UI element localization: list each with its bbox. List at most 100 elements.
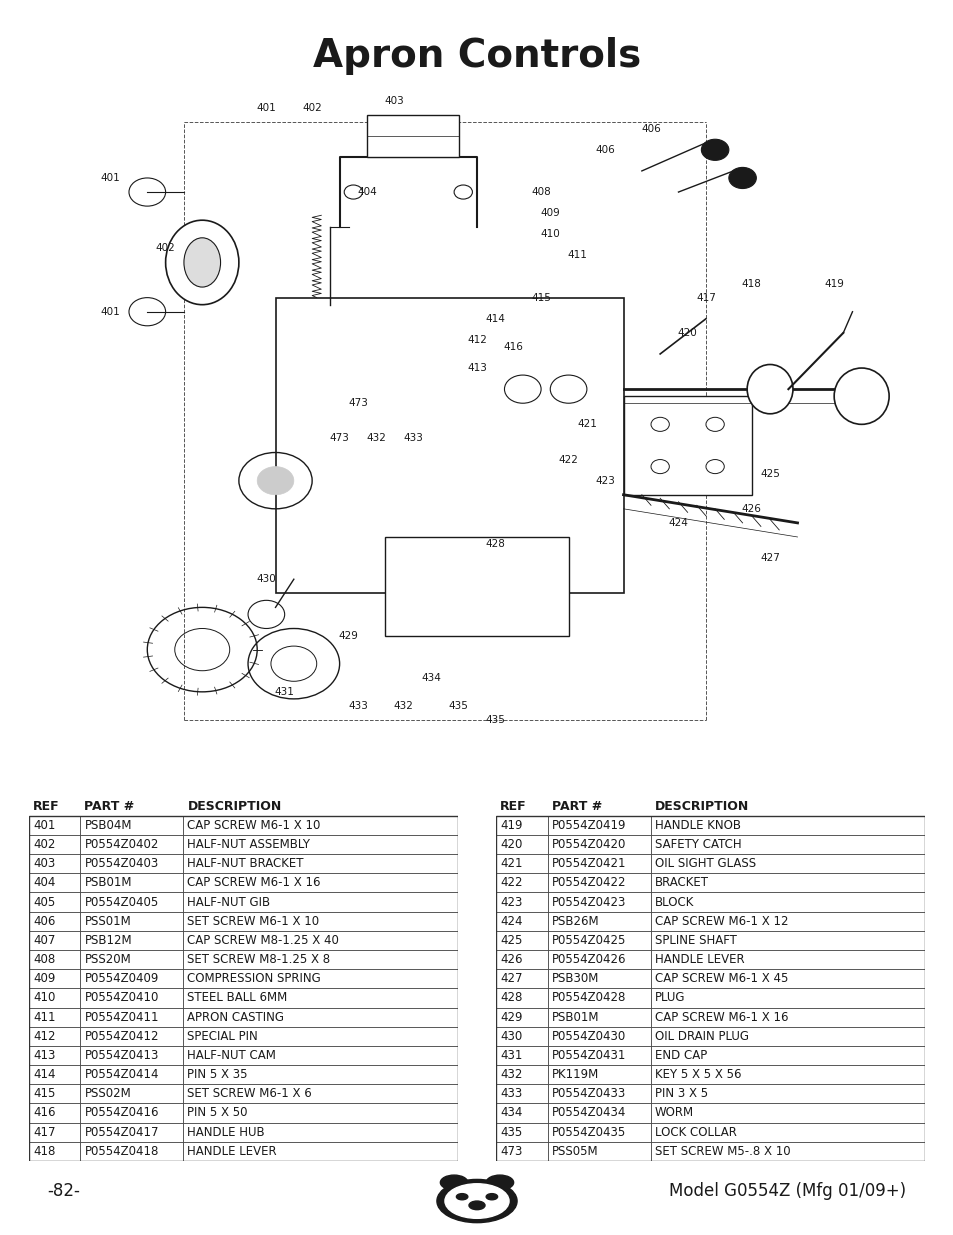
Bar	[29, 835, 80, 855]
Text: P0554Z0409: P0554Z0409	[84, 972, 158, 986]
Bar	[496, 1046, 547, 1065]
Text: 473: 473	[348, 398, 368, 409]
Bar	[29, 931, 80, 950]
Bar	[29, 1084, 80, 1103]
Text: P0554Z0410: P0554Z0410	[84, 992, 158, 1004]
Text: P0554Z0413: P0554Z0413	[84, 1049, 158, 1062]
Bar	[183, 816, 457, 835]
Text: HALF-NUT CAM: HALF-NUT CAM	[187, 1049, 276, 1062]
Text: 419: 419	[499, 819, 522, 832]
Bar	[547, 1065, 650, 1084]
Bar	[496, 950, 547, 969]
Text: COMPRESSION SPRING: COMPRESSION SPRING	[187, 972, 321, 986]
Bar	[275, 298, 623, 593]
Bar	[496, 969, 547, 988]
Bar	[29, 1065, 80, 1084]
Bar	[29, 1141, 80, 1161]
Text: 401: 401	[101, 173, 120, 183]
Text: 413: 413	[467, 363, 486, 373]
Circle shape	[444, 1183, 509, 1218]
Text: LOCK COLLAR: LOCK COLLAR	[654, 1125, 736, 1139]
Bar	[650, 988, 924, 1008]
Text: 435: 435	[448, 701, 468, 711]
Text: 418: 418	[741, 279, 760, 289]
Bar	[80, 855, 183, 873]
Bar	[80, 1141, 183, 1161]
Bar	[547, 988, 650, 1008]
Bar	[183, 988, 457, 1008]
Text: 410: 410	[32, 992, 55, 1004]
Text: BLOCK: BLOCK	[654, 895, 694, 909]
Text: P0554Z0416: P0554Z0416	[84, 1107, 159, 1119]
Bar	[650, 931, 924, 950]
Bar	[367, 115, 458, 157]
Text: HALF-NUT BRACKET: HALF-NUT BRACKET	[187, 857, 304, 871]
Bar	[80, 873, 183, 893]
Text: PIN 5 X 50: PIN 5 X 50	[187, 1107, 248, 1119]
Bar	[80, 1065, 183, 1084]
Text: 473: 473	[330, 433, 349, 443]
Text: P0554Z0402: P0554Z0402	[84, 839, 158, 851]
Circle shape	[440, 1176, 467, 1191]
Text: P0554Z0435: P0554Z0435	[551, 1125, 625, 1139]
Bar	[80, 1046, 183, 1065]
Text: 432: 432	[394, 701, 414, 711]
Text: P0554Z0414: P0554Z0414	[84, 1068, 159, 1081]
Text: 411: 411	[32, 1010, 55, 1024]
Bar	[29, 950, 80, 969]
Text: PK119M: PK119M	[551, 1068, 598, 1081]
Bar	[80, 1103, 183, 1123]
Text: 420: 420	[499, 839, 522, 851]
Text: 408: 408	[32, 953, 55, 966]
Text: P0554Z0431: P0554Z0431	[551, 1049, 625, 1062]
Bar	[547, 1008, 650, 1026]
Bar	[496, 893, 547, 911]
Text: PSS05M: PSS05M	[551, 1145, 598, 1158]
Text: 433: 433	[499, 1087, 522, 1100]
Text: PART #: PART #	[551, 800, 601, 813]
Bar	[496, 873, 547, 893]
Bar	[183, 1026, 457, 1046]
Ellipse shape	[166, 220, 238, 305]
Text: P0554Z0434: P0554Z0434	[551, 1107, 625, 1119]
Text: 432: 432	[499, 1068, 522, 1081]
Text: 401: 401	[101, 306, 120, 316]
Text: PSB12M: PSB12M	[84, 934, 132, 947]
Bar	[547, 931, 650, 950]
Text: 424: 424	[668, 517, 688, 527]
Text: REF: REF	[32, 800, 59, 813]
Text: 428: 428	[485, 538, 505, 550]
Bar	[496, 1141, 547, 1161]
Text: SET SCREW M6-1 X 10: SET SCREW M6-1 X 10	[187, 915, 319, 927]
Bar	[547, 873, 650, 893]
Bar	[183, 1065, 457, 1084]
Bar	[29, 1123, 80, 1141]
Circle shape	[469, 1200, 484, 1210]
Text: P0554Z0422: P0554Z0422	[551, 877, 626, 889]
Text: P0554Z0417: P0554Z0417	[84, 1125, 159, 1139]
Text: PSB30M: PSB30M	[551, 972, 598, 986]
Text: HANDLE LEVER: HANDLE LEVER	[654, 953, 743, 966]
Text: CAP SCREW M6-1 X 16: CAP SCREW M6-1 X 16	[654, 1010, 787, 1024]
Bar	[650, 1103, 924, 1123]
Text: 421: 421	[499, 857, 522, 871]
Bar	[29, 797, 80, 816]
Text: 412: 412	[32, 1030, 55, 1042]
Bar	[547, 1123, 650, 1141]
Bar	[80, 893, 183, 911]
Text: 415: 415	[531, 293, 551, 303]
Bar	[183, 931, 457, 950]
Bar	[29, 873, 80, 893]
Bar	[29, 816, 80, 835]
Text: 435: 435	[485, 715, 505, 725]
Bar	[183, 873, 457, 893]
Bar	[650, 1008, 924, 1026]
Text: P0554Z0403: P0554Z0403	[84, 857, 158, 871]
Bar	[80, 1084, 183, 1103]
Bar	[650, 835, 924, 855]
Bar	[547, 1026, 650, 1046]
Bar	[650, 816, 924, 835]
Bar	[547, 950, 650, 969]
Bar	[183, 1084, 457, 1103]
Text: 417: 417	[32, 1125, 55, 1139]
